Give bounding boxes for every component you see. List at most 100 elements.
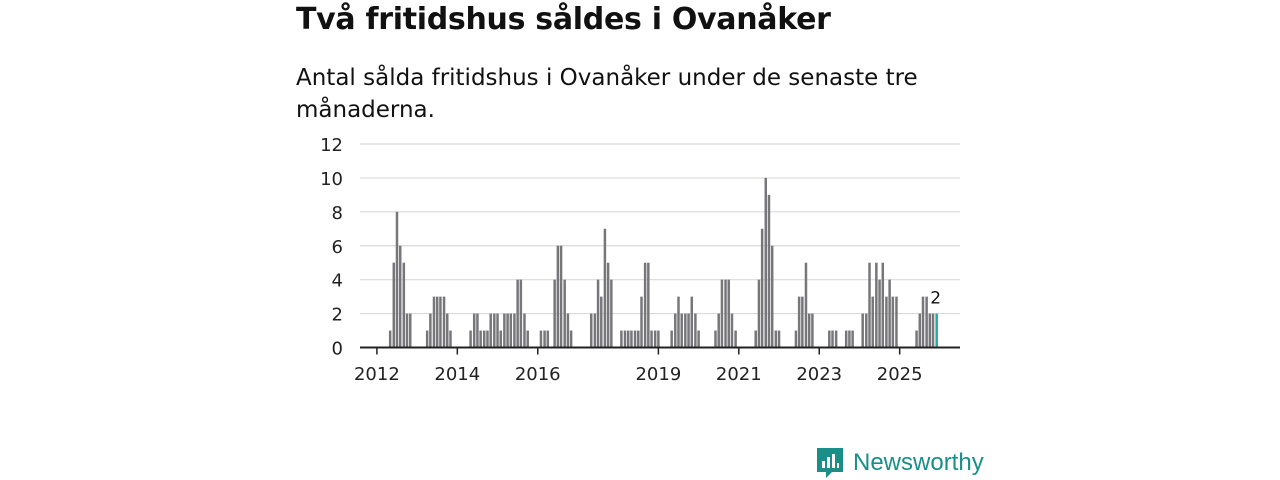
bar [398,245,402,348]
bar [469,330,472,348]
bar [777,330,781,348]
bar [875,262,878,348]
bar [834,330,838,348]
y-tick-label: 6 [332,237,343,258]
bar [764,177,768,348]
bar [925,296,928,348]
chart-bars [388,177,938,348]
bar [921,296,925,348]
bar [680,313,683,348]
bar [449,330,452,348]
bar [425,330,429,348]
bar [439,296,442,348]
bar [878,279,881,348]
bar [432,296,436,348]
bar [526,330,529,348]
chart-y-tick-labels: 0 2 4 6 8 10 12 [320,135,343,360]
bar [589,313,593,348]
bar [811,313,814,348]
bar [931,313,935,348]
bar [563,279,566,348]
bar [657,330,660,348]
bar [720,279,724,348]
bar [865,313,868,348]
bar [868,262,871,348]
bar [724,279,727,348]
x-tick-label: 2016 [515,364,561,385]
bar [804,262,808,348]
bar [509,313,513,348]
bar [851,330,854,348]
bar [807,313,811,348]
bar [442,296,446,348]
y-tick-label: 8 [332,203,343,224]
bar [734,330,737,348]
bar [640,296,643,348]
bar [566,313,570,348]
bar [493,313,496,348]
bar [794,330,798,348]
bar [446,313,449,348]
bar [757,279,761,348]
bar [496,313,499,348]
bar [895,296,898,348]
bar [405,313,409,348]
bar [623,330,627,348]
bar [891,296,895,348]
highlight-bar [935,313,938,348]
chart-x-tick-labels: 2012 2014 2016 2019 2021 2023 2025 [354,364,923,385]
bar [637,330,640,348]
bar [603,228,607,348]
bar [885,296,888,348]
bar [690,296,694,348]
bar [774,330,778,348]
bar [513,313,516,348]
x-tick-label: 2019 [635,364,681,385]
bar [767,194,771,348]
bar [888,279,891,348]
brand-footer: Newsworthy [815,446,984,480]
bar [697,330,700,348]
bar [489,313,492,348]
bar [600,296,603,348]
bar [388,330,392,348]
bar [848,330,851,348]
bar [402,262,406,348]
bar [409,313,412,348]
y-tick-label: 2 [332,305,343,326]
bar [730,313,734,348]
bar [861,313,864,348]
bar [727,279,731,348]
bar [569,330,573,348]
bar [653,330,657,348]
bar [770,245,774,348]
bar [674,313,677,348]
bar [395,211,399,348]
bar [596,279,600,348]
bar [694,313,697,348]
chart-subtitle: Antal sålda fritidshus i Ovanåker under … [296,65,918,123]
bar [915,330,918,348]
chart-annotations: 2 [930,289,941,309]
bar [392,262,396,348]
bar [797,296,801,348]
bar [630,330,633,348]
y-tick-label: 10 [320,169,343,190]
bar [881,262,885,348]
x-tick-label: 2012 [354,364,400,385]
bar [476,313,479,348]
bar [801,296,804,348]
bar [684,313,687,348]
y-tick-label: 12 [320,135,343,156]
bar [717,313,720,348]
bar [677,296,680,348]
bar [643,262,647,348]
bar [523,313,526,348]
y-tick-label: 0 [332,339,343,360]
bar [503,313,506,348]
y-tick-label: 4 [332,271,343,292]
bar [472,313,476,348]
bar [606,262,610,348]
bar [831,330,834,348]
bar [483,330,486,348]
